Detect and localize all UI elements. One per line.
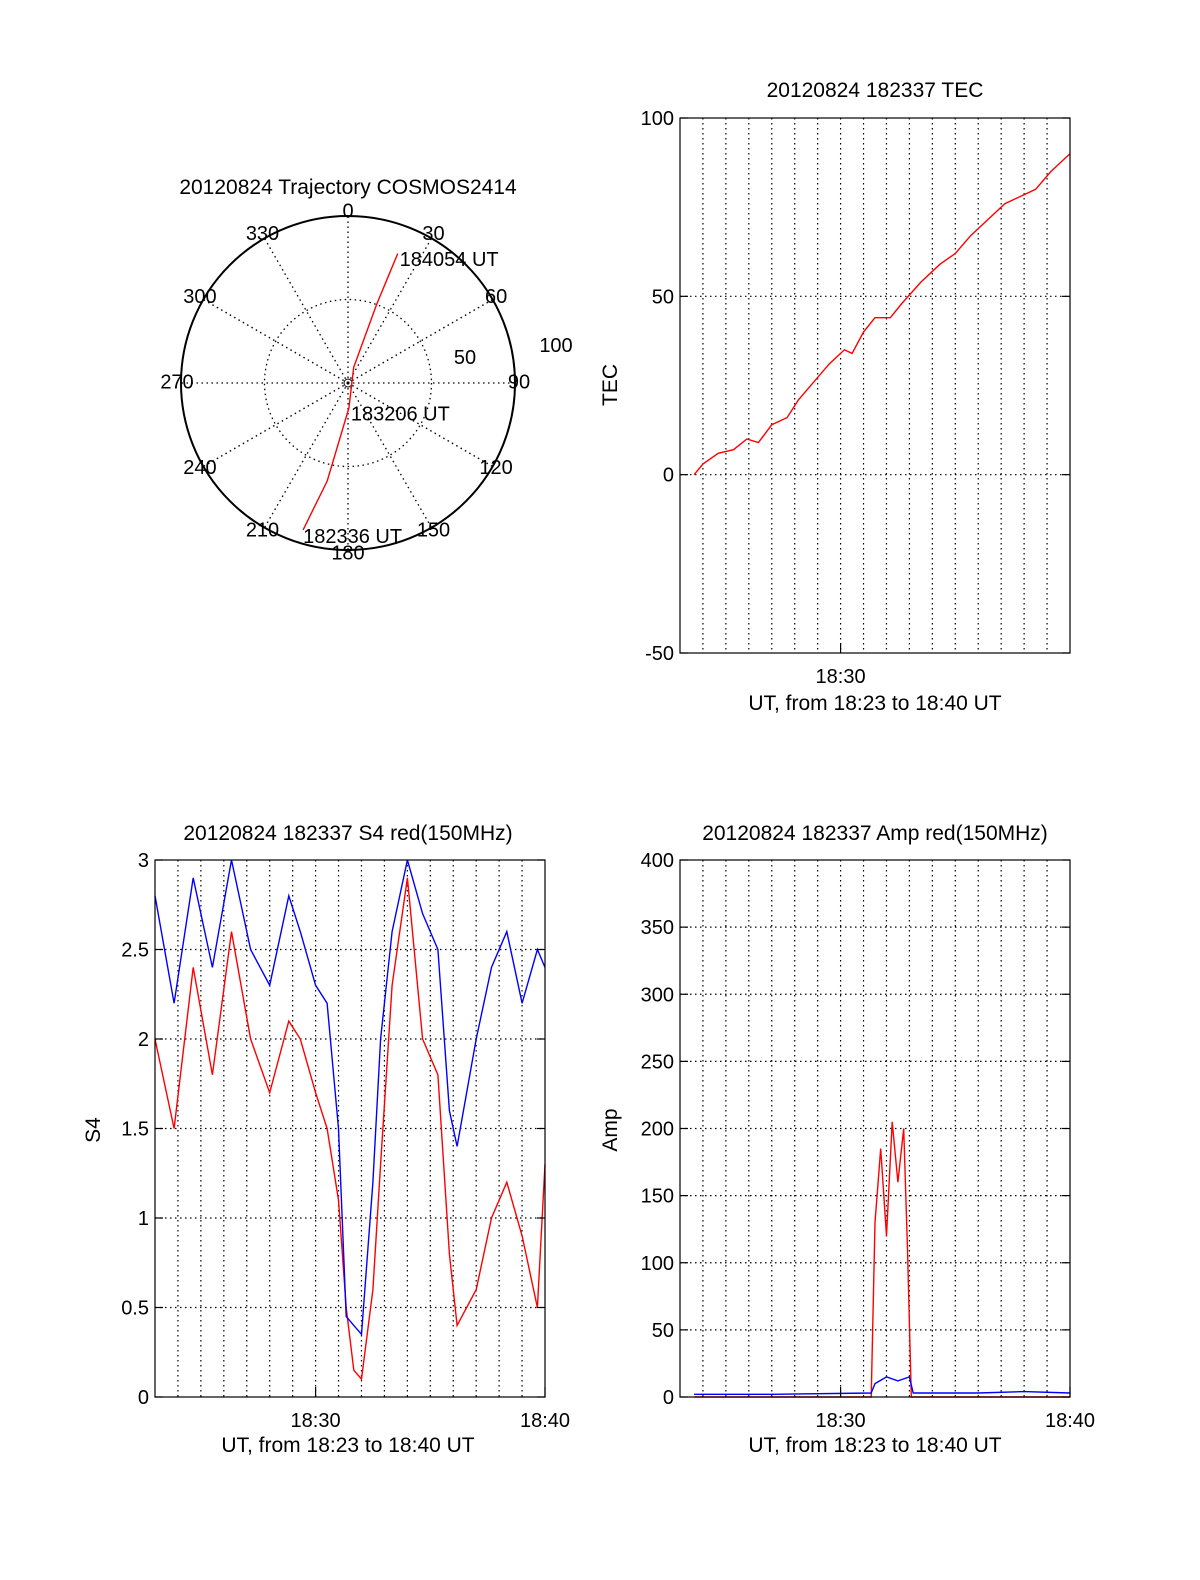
amp-series-red-line <box>694 1121 1070 1398</box>
trajectory-panel: 20120824 Trajectory COSMOS2414 0 30 60 90 12… <box>160 176 572 564</box>
amp-panel: 20120824 182337 Amp red(150MHz) Amp UT, … <box>599 822 1095 1457</box>
amp-xtick-label: 18:40 <box>1045 1410 1095 1432</box>
amp-ytick-label: 300 <box>641 984 674 1006</box>
amp-ytick-label: 200 <box>641 1119 674 1141</box>
polar-azimuth-label: 90 <box>508 371 530 393</box>
polar-outer-ring <box>180 215 516 551</box>
polar-azimuth-label: 240 <box>183 457 216 479</box>
s4-ytick-label: 0.5 <box>121 1298 149 1320</box>
trajectory-title: 20120824 Trajectory COSMOS2414 <box>179 176 517 199</box>
s4-panel: 20120824 182337 S4 red(150MHz) S4 UT, fr… <box>82 822 570 1457</box>
tec-ytick-label: 0 <box>663 465 674 487</box>
s4-xlabel: UT, from 18:23 to 18:40 UT <box>221 1434 474 1457</box>
polar-azimuth-label: 60 <box>485 286 507 308</box>
tec-ytick-label: 100 <box>641 108 674 130</box>
tec-title: 20120824 182337 TEC <box>767 79 984 102</box>
amp-xtick-label: 18:30 <box>816 1410 866 1432</box>
amp-ytick-label: 50 <box>652 1320 674 1342</box>
polar-azimuth-label: 300 <box>183 286 216 308</box>
polar-azimuth-spoke <box>203 382 349 468</box>
s4-ytick-label: 2.5 <box>121 940 149 962</box>
s4-ytick-label: 0 <box>138 1387 149 1409</box>
tec-xtick-label: 18:30 <box>816 666 866 688</box>
tec-series-red-line <box>693 153 1071 476</box>
amp-ytick-label: 350 <box>641 917 674 939</box>
trajectory-time-annotation: 184054 UT <box>400 249 499 271</box>
tec-ylabel: TEC <box>599 364 622 406</box>
s4-ytick-label: 2 <box>138 1029 149 1051</box>
trajectory-time-annotation: 183206 UT <box>351 403 450 425</box>
polar-azimuth-label: 270 <box>160 371 193 393</box>
polar-azimuth-label: 180 <box>331 542 364 564</box>
s4-ylabel: S4 <box>82 1117 105 1143</box>
amp-ytick-label: 100 <box>641 1253 674 1275</box>
trajectory-time-annotation: 182336 UT <box>303 526 402 548</box>
tec-panel: 20120824 182337 TEC TEC UT, from 18:23 t… <box>599 79 1071 715</box>
polar-radial-label: 50 <box>454 347 476 369</box>
s4-xtick-label: 18:40 <box>520 1410 570 1432</box>
polar-azimuth-label: 120 <box>479 457 512 479</box>
amp-xlabel: UT, from 18:23 to 18:40 UT <box>748 1434 1001 1457</box>
tec-ytick-label: 50 <box>652 286 674 308</box>
s4-title: 20120824 182337 S4 red(150MHz) <box>183 822 512 845</box>
tec-ytick-label: -50 <box>645 643 674 665</box>
polar-azimuth-label: 0 <box>342 200 353 222</box>
polar-azimuth-label: 30 <box>422 223 444 245</box>
amp-title: 20120824 182337 Amp red(150MHz) <box>702 822 1048 845</box>
s4-xtick-label: 18:30 <box>291 1410 341 1432</box>
amp-ytick-label: 400 <box>641 850 674 872</box>
polar-radial-label: 100 <box>539 335 572 357</box>
s4-series-red-line <box>154 877 546 1381</box>
polar-radial-gridline <box>263 298 433 468</box>
polar-azimuth-label: 210 <box>246 519 279 541</box>
polar-azimuth-label: 150 <box>417 519 450 541</box>
amp-ytick-label: 150 <box>641 1186 674 1208</box>
s4-series-blue-line <box>154 859 546 1337</box>
amp-ytick-label: 0 <box>663 1387 674 1409</box>
s4-ytick-label: 3 <box>138 850 149 872</box>
polar-azimuth-label: 330 <box>246 223 279 245</box>
polar-azimuth-spoke <box>263 238 349 384</box>
s4-ytick-label: 1 <box>138 1208 149 1230</box>
amp-ytick-label: 250 <box>641 1051 674 1073</box>
amp-ylabel: Amp <box>599 1108 622 1151</box>
trajectory-line <box>302 253 399 531</box>
s4-ytick-label: 1.5 <box>121 1119 149 1141</box>
amp-series-blue-line <box>694 1375 1071 1396</box>
tec-xlabel: UT, from 18:23 to 18:40 UT <box>748 692 1001 715</box>
tec-plot-frame <box>679 117 1071 654</box>
